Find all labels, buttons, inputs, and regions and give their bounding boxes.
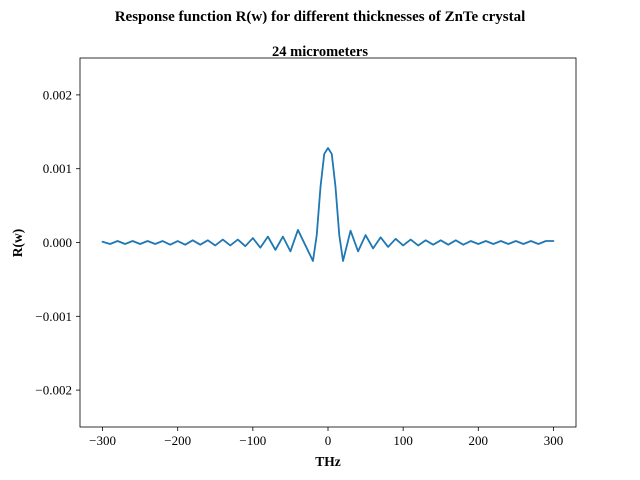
x-axis: −300 −200 −100 0 100 200 300 xyxy=(89,427,563,448)
y-tick-label: 0.000 xyxy=(43,235,72,250)
figure-suptitle: Response function R(w) for different thi… xyxy=(115,9,526,25)
x-tick-label: 300 xyxy=(544,433,564,448)
axes-title: 24 micrometers xyxy=(272,44,368,60)
series-line xyxy=(101,147,555,262)
y-tick-label: 0.002 xyxy=(43,87,72,102)
y-tick-label: −0.002 xyxy=(35,383,72,398)
y-axis: −0.002 −0.001 0.000 0.001 0.002 xyxy=(35,87,80,398)
x-tick-label: −200 xyxy=(164,433,191,448)
plot-area xyxy=(79,57,577,428)
x-axis-label: THz xyxy=(315,454,341,469)
x-tick-label: −100 xyxy=(239,433,266,448)
x-tick-label: −300 xyxy=(89,433,116,448)
y-axis-label: R(w) xyxy=(10,229,25,258)
x-tick-label: 100 xyxy=(393,433,413,448)
x-tick-label: 0 xyxy=(325,433,332,448)
axes-frame xyxy=(79,57,577,428)
x-tick-label: 200 xyxy=(469,433,489,448)
y-tick-label: −0.001 xyxy=(35,309,72,324)
y-tick-label: 0.001 xyxy=(43,161,72,176)
